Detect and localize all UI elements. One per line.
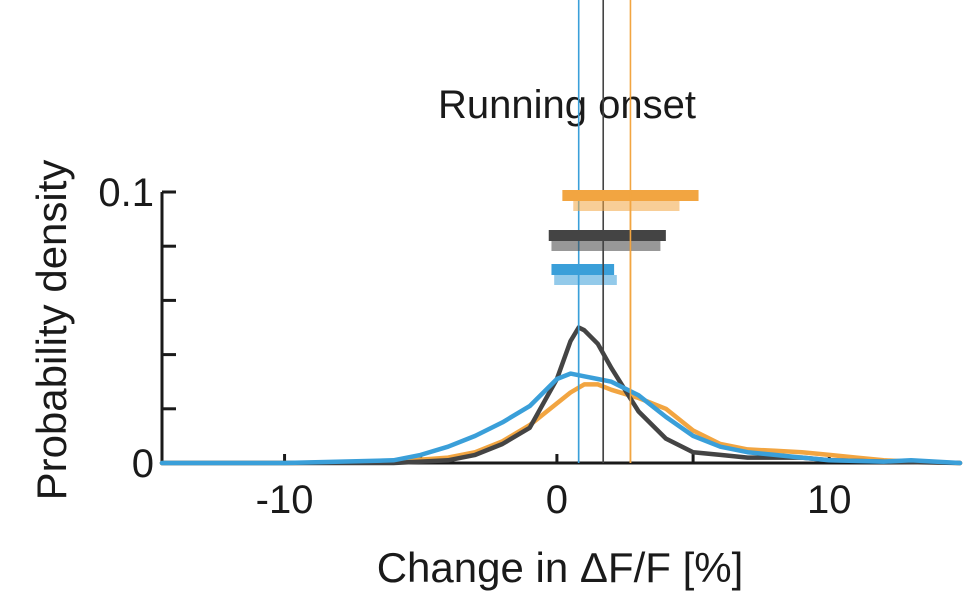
series-line <box>159 382 963 466</box>
ci-bar-outer <box>551 264 615 275</box>
chart-title: Running onset <box>438 83 696 127</box>
series-line <box>159 325 963 466</box>
ci-bar-outer <box>548 230 666 241</box>
ci-bar-inner <box>551 241 661 251</box>
y-tick-label: 0 <box>132 442 154 486</box>
x-tick-label: -10 <box>256 478 314 522</box>
x-axis-label: Change in ΔF/F [%] <box>377 544 744 591</box>
ci-layer <box>548 190 699 463</box>
y-axis-label: Probability density <box>28 160 75 501</box>
y-tick-label: 0.1 <box>98 171 154 215</box>
x-tick-label: 0 <box>546 478 568 522</box>
ticks: -10 0 10 0 0.1 <box>98 171 851 522</box>
ci-bar-inner <box>573 201 680 211</box>
series-line <box>159 371 963 466</box>
ci-bar-inner <box>554 275 617 285</box>
x-tick-label: 10 <box>807 478 852 522</box>
